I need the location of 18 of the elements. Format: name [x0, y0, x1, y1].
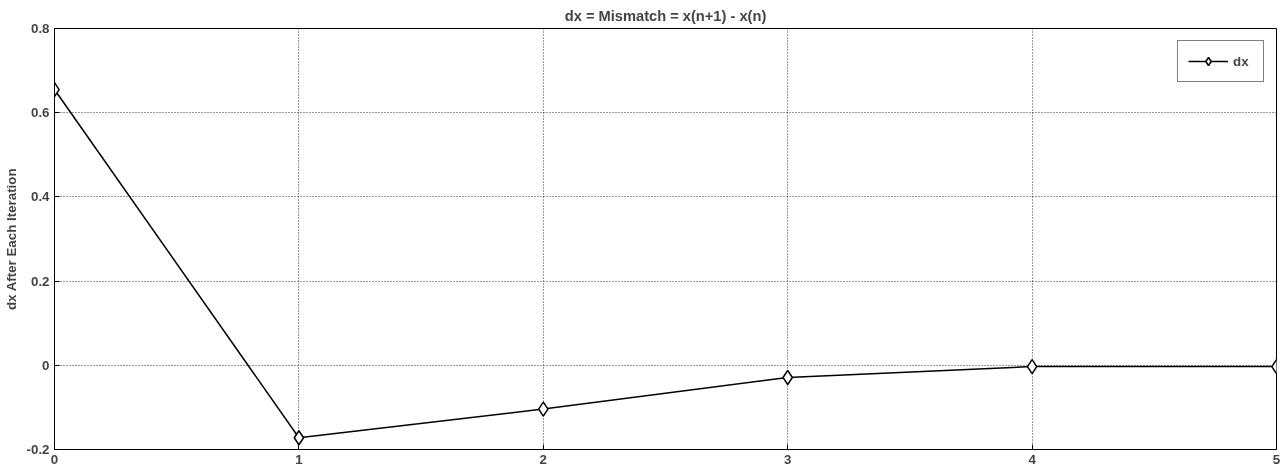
x-tick-label: 1 — [295, 451, 304, 466]
chart-title: dx = Mismatch = x(n+1) - x(n) — [564, 7, 767, 24]
point — [782, 369, 794, 386]
y-tick-label: 0.6 — [30, 105, 50, 121]
x-tick-label: 4 — [1028, 451, 1037, 466]
y-tick-label: -0.2 — [26, 442, 50, 457]
point — [293, 429, 305, 446]
y-tick-label: 0.4 — [30, 189, 51, 205]
y-tick-label: 0.8 — [30, 21, 50, 36]
point — [537, 401, 549, 417]
y-tick-label: 0.2 — [30, 273, 50, 289]
x-tick-label: 3 — [783, 451, 792, 466]
y-axis-title: dx After Each Iteration — [3, 168, 19, 311]
point — [1026, 358, 1038, 375]
y-tick-label: 0 — [42, 357, 50, 373]
legend-label: dx — [1233, 53, 1250, 69]
x-tick-label: 2 — [539, 451, 548, 466]
x-tick-label: 5 — [1272, 451, 1281, 466]
